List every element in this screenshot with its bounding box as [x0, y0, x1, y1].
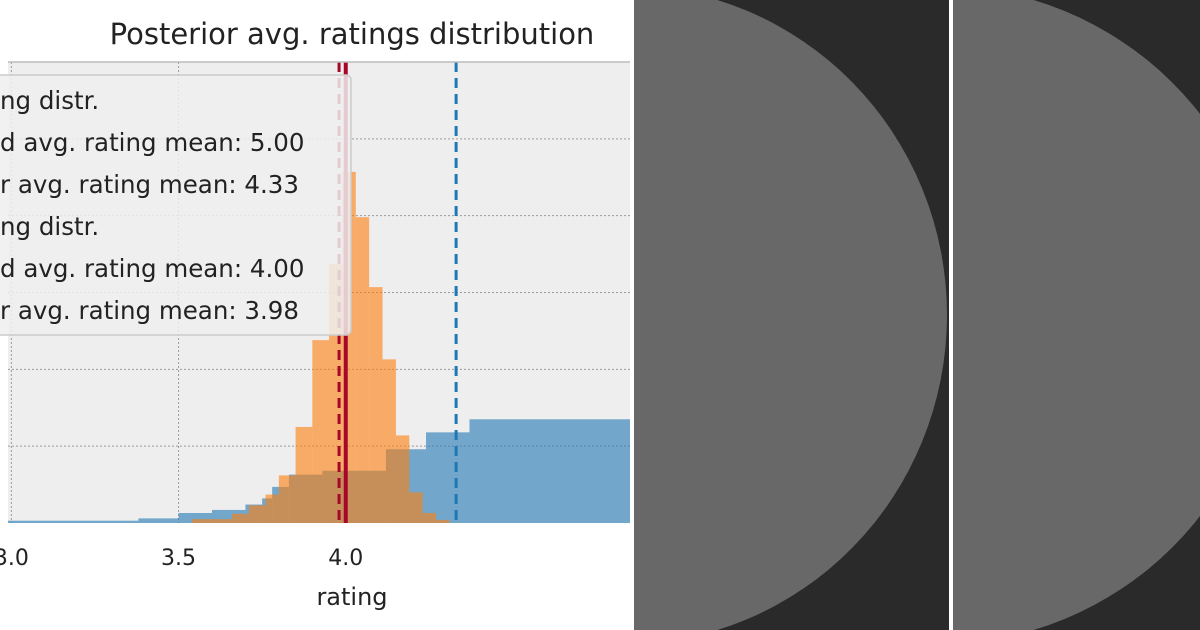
x-tick-label: 3.5	[161, 546, 196, 571]
histogram-bar-orange	[248, 505, 266, 523]
x-axis-label: rating	[316, 583, 387, 611]
gray-half-disc	[953, 0, 1200, 630]
histogram-bar-orange	[409, 492, 423, 523]
legend-entry: r avg. rating mean: 3.98	[0, 296, 299, 325]
histogram-bar-blue	[8, 520, 139, 523]
chart-panel: 3.0 3.5 4.0 ng distr. d avg. rating mean: 5.…	[0, 17, 630, 611]
histogram-bar-orange	[355, 217, 370, 523]
plot-area	[8, 62, 630, 523]
legend-entry: ng distr.	[0, 86, 99, 115]
histogram-bar-blue	[138, 518, 179, 523]
legend-entry: r avg. rating mean: 4.33	[0, 170, 299, 199]
histogram-bar-orange	[369, 287, 383, 523]
image-panel-3	[953, 0, 1200, 630]
x-tick-label: 4.0	[328, 546, 363, 571]
histogram-bar-orange	[265, 494, 279, 523]
legend-entry: d avg. rating mean: 4.00	[0, 254, 304, 283]
histogram-bar-orange	[395, 435, 410, 523]
histogram-bar-orange	[422, 513, 437, 523]
histogram-bar-blue	[426, 432, 470, 523]
histogram-bar-blue	[178, 513, 212, 523]
histogram-bar-blue	[469, 419, 630, 523]
gray-half-disc	[634, 0, 947, 630]
image-panel-2	[634, 0, 949, 630]
x-tick-label: 3.0	[0, 546, 29, 571]
histogram-bar-orange	[278, 475, 296, 523]
histogram-bar-orange	[232, 513, 249, 523]
legend-entry: d avg. rating mean: 5.00	[0, 128, 304, 157]
posterior-ratings-chart: 3.0 3.5 4.0 ng distr. d avg. rating mean: 5.…	[0, 17, 630, 611]
histogram-bar-orange	[295, 426, 313, 523]
histogram-bar-orange	[382, 359, 396, 523]
legend-box	[0, 74, 352, 336]
histogram-bar-orange	[312, 340, 330, 523]
histogram-bar-orange	[436, 519, 450, 523]
panel-separator	[949, 0, 953, 630]
chart-title: Posterior avg. ratings distribution	[110, 17, 595, 51]
histogram-bar-orange	[191, 519, 233, 523]
legend-entry: ng distr.	[0, 212, 99, 241]
